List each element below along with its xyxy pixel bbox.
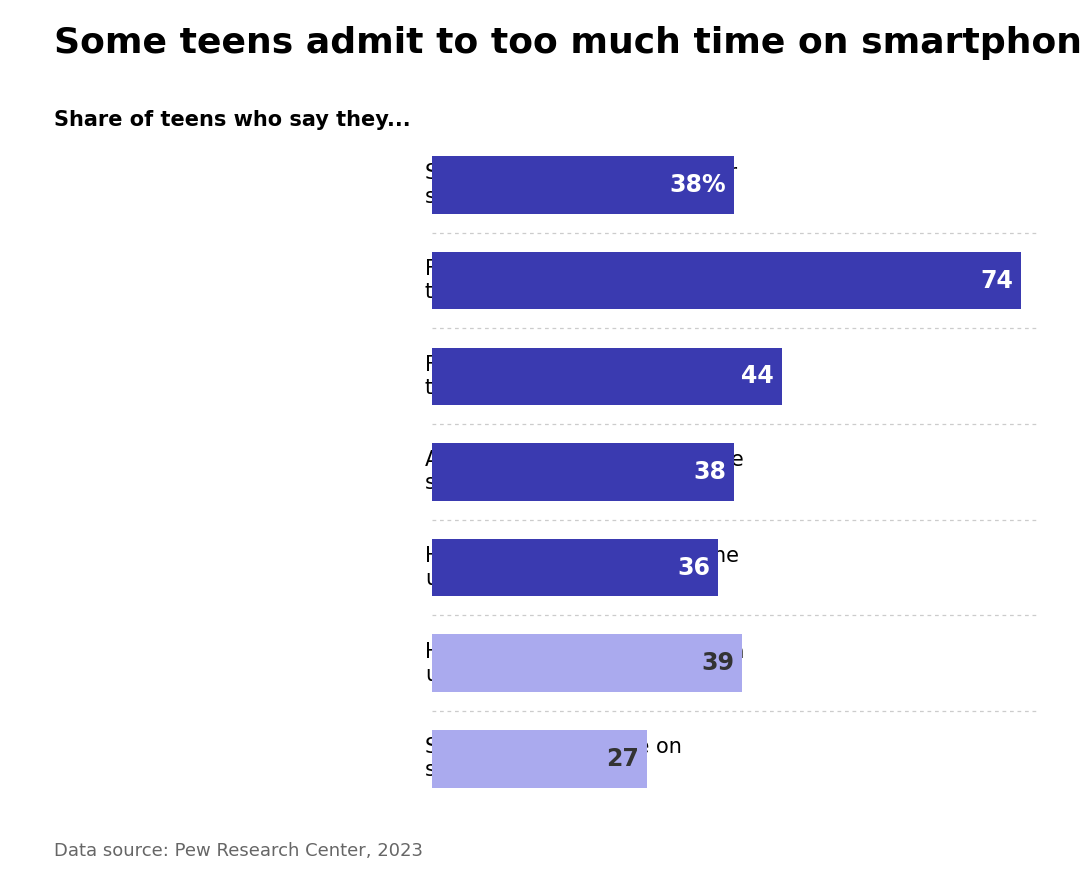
Text: 38: 38 — [693, 460, 727, 484]
Bar — [432, 156, 734, 213]
Bar — [432, 730, 647, 788]
Text: 38%: 38% — [670, 173, 727, 197]
Text: Some teens admit to too much time on smartphones: Some teens admit to too much time on sma… — [54, 26, 1080, 61]
Bar — [432, 634, 742, 691]
Bar — [432, 539, 718, 596]
Text: Share of teens who say they...: Share of teens who say they... — [54, 110, 410, 131]
Bar — [432, 348, 782, 405]
Text: 74: 74 — [980, 268, 1013, 293]
Text: Data source: Pew Research Center, 2023: Data source: Pew Research Center, 2023 — [54, 842, 423, 860]
Bar — [432, 252, 1021, 310]
Text: 39: 39 — [701, 651, 734, 676]
Bar — [432, 443, 734, 501]
Text: 36: 36 — [677, 556, 711, 579]
Text: 44: 44 — [742, 364, 774, 388]
Text: 27: 27 — [606, 747, 639, 771]
